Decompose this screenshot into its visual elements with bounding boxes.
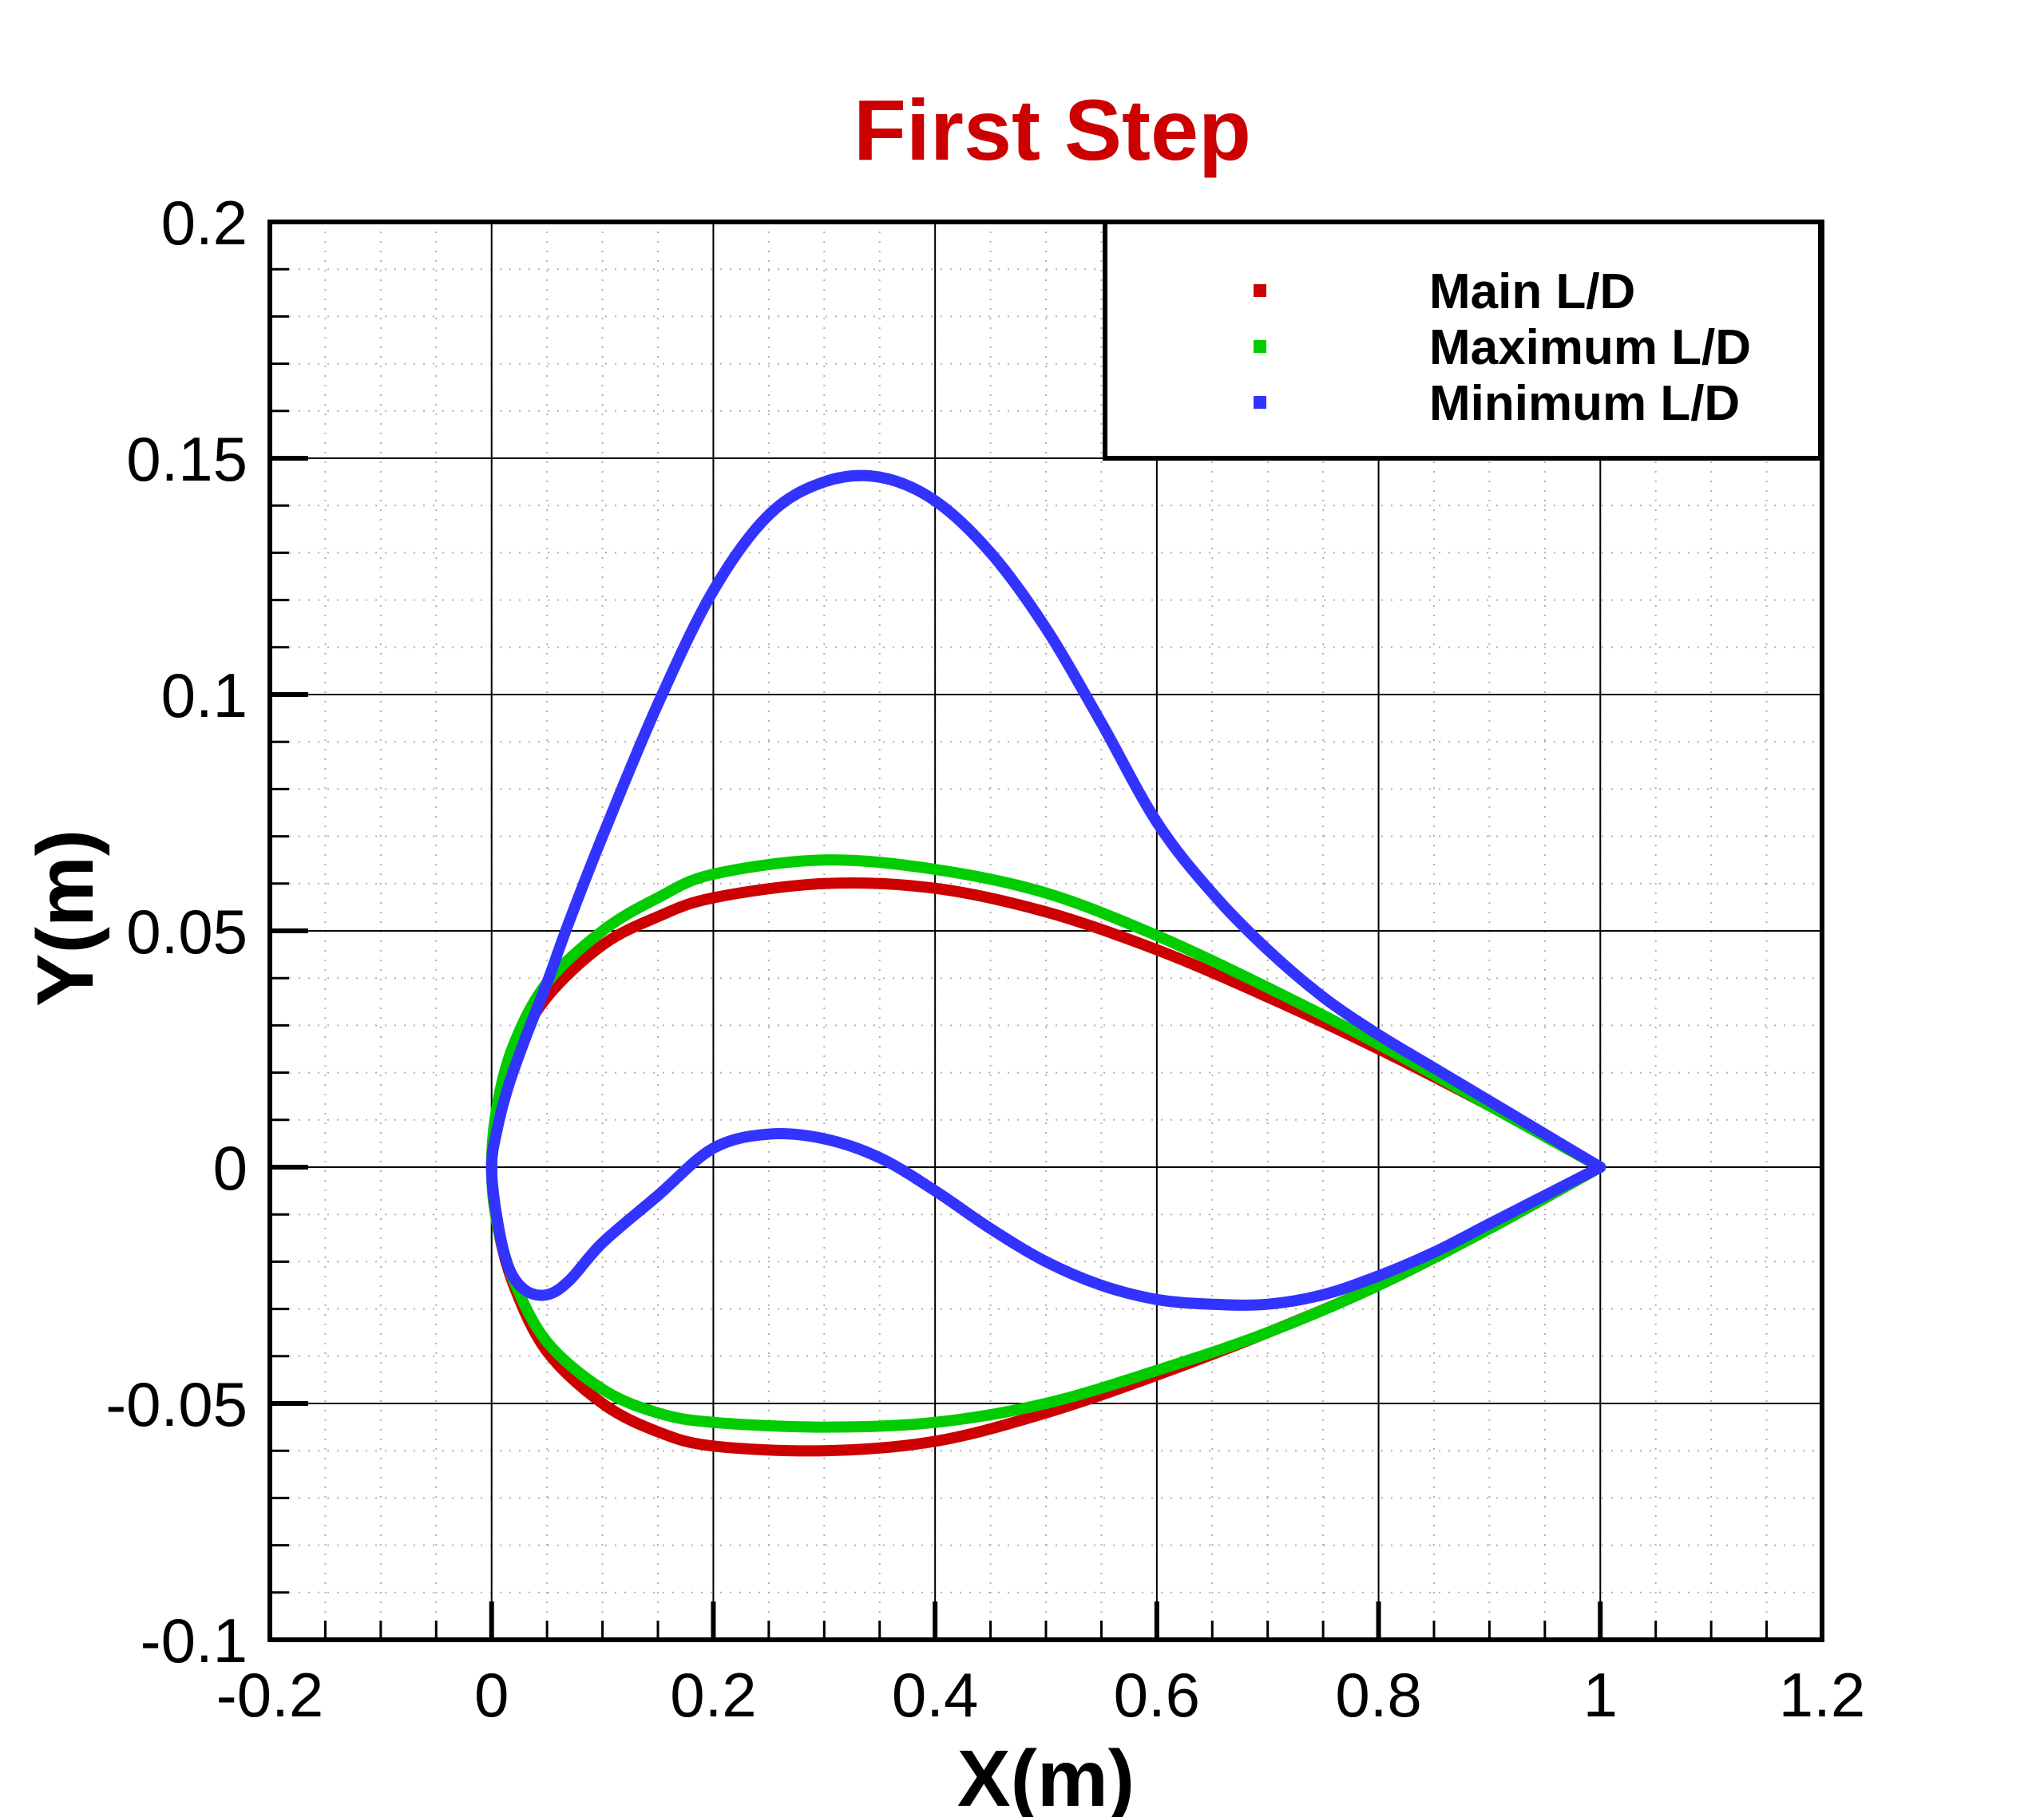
x-tick-label: 1	[1583, 1660, 1618, 1730]
legend-label: Main L/D	[1429, 264, 1635, 319]
legend-swatch	[1254, 340, 1266, 353]
series-layer	[485, 469, 1606, 1457]
x-axis-title: X(m)	[957, 1734, 1135, 1817]
y-tick-label: 0.1	[161, 660, 248, 730]
legend-swatch	[1254, 396, 1266, 409]
legend-box	[1103, 220, 1823, 461]
x-tick-label: 0	[474, 1660, 509, 1730]
x-tick-label: 0.4	[892, 1660, 978, 1730]
legend-label: Maximum L/D	[1429, 320, 1751, 375]
y-axis-title: Y(m)	[21, 829, 110, 1007]
y-tick-label: 0	[213, 1133, 248, 1203]
x-tick-label: 0.2	[670, 1660, 756, 1730]
x-tick-label: 0.8	[1335, 1660, 1421, 1730]
x-tick-label: 0.6	[1114, 1660, 1200, 1730]
tick-marks	[267, 220, 1824, 1642]
y-tick-label: -0.05	[105, 1369, 248, 1439]
y-tick-label: 0.05	[126, 897, 248, 967]
y-tick-labels: -0.1 -0.05 0 0.05 0.1 0.15 0.2	[105, 188, 248, 1676]
series-line-2	[485, 469, 1606, 1311]
y-tick-label: 0.15	[126, 424, 248, 494]
y-tick-label: -0.1	[141, 1605, 248, 1676]
plot-frame	[267, 220, 1824, 1642]
chart-title: First Step	[854, 81, 1251, 178]
y-tick-label: 0.2	[161, 188, 248, 258]
legend-swatch	[1254, 284, 1266, 297]
legend-label: Minimum L/D	[1429, 376, 1740, 431]
x-tick-label: 1.2	[1779, 1660, 1865, 1730]
x-tick-label: -0.2	[216, 1660, 323, 1730]
x-tick-labels: -0.2 0 0.2 0.4 0.6 0.8 1 1.2	[216, 1660, 1865, 1730]
